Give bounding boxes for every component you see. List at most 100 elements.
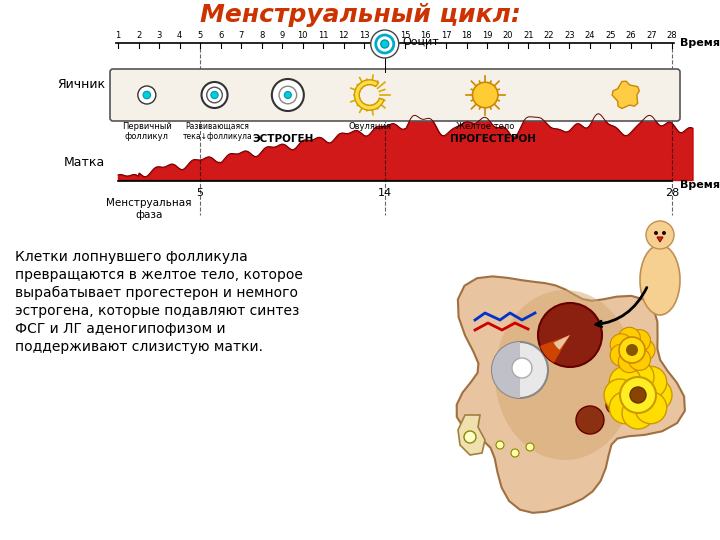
Polygon shape <box>612 81 639 109</box>
Text: поддерживают слизистую матки.: поддерживают слизистую матки. <box>15 340 263 354</box>
Text: 27: 27 <box>646 31 657 40</box>
Circle shape <box>629 329 650 352</box>
Circle shape <box>640 379 672 411</box>
Circle shape <box>526 443 534 451</box>
Text: 23: 23 <box>564 31 575 40</box>
Text: Клетки лопнувшего фолликула: Клетки лопнувшего фолликула <box>15 250 248 264</box>
Text: 22: 22 <box>544 31 554 40</box>
Circle shape <box>472 82 498 108</box>
Wedge shape <box>492 342 520 398</box>
Circle shape <box>633 339 655 361</box>
Text: 28: 28 <box>665 188 679 198</box>
Text: 20: 20 <box>503 31 513 40</box>
Circle shape <box>630 387 646 403</box>
Text: Время, дни: Время, дни <box>680 38 720 48</box>
Text: 4: 4 <box>177 31 182 40</box>
Text: Время, дни: Время, дни <box>680 180 720 190</box>
Text: Развивающаяся
тека↓фолликула: Развивающаяся тека↓фолликула <box>183 122 253 141</box>
Text: Овуляция: Овуляция <box>348 122 391 131</box>
Circle shape <box>626 344 638 356</box>
Text: ЭСТРОГЕН: ЭСТРОГЕН <box>252 134 313 144</box>
Circle shape <box>279 86 297 104</box>
Circle shape <box>622 397 654 429</box>
Text: 25: 25 <box>606 31 616 40</box>
Text: 2: 2 <box>136 31 141 40</box>
Circle shape <box>464 431 476 443</box>
Circle shape <box>609 366 642 399</box>
Text: 10: 10 <box>297 31 308 40</box>
Text: 1: 1 <box>115 31 121 40</box>
Circle shape <box>620 377 656 413</box>
Circle shape <box>618 350 640 373</box>
Circle shape <box>635 366 667 399</box>
Text: Матка: Матка <box>64 156 105 168</box>
Text: 21: 21 <box>523 31 534 40</box>
Text: 13: 13 <box>359 31 369 40</box>
Circle shape <box>654 231 658 235</box>
Circle shape <box>284 91 292 98</box>
Polygon shape <box>354 80 384 110</box>
Text: ФСГ и ЛГ аденогипофизом и: ФСГ и ЛГ аденогипофизом и <box>15 322 225 336</box>
Text: 11: 11 <box>318 31 328 40</box>
Circle shape <box>606 396 624 414</box>
Circle shape <box>538 303 602 367</box>
Text: превращаются в желтое тело, которое: превращаются в желтое тело, которое <box>15 268 303 282</box>
Wedge shape <box>554 335 570 350</box>
Text: 16: 16 <box>420 31 431 40</box>
Circle shape <box>635 392 667 424</box>
Circle shape <box>609 392 642 424</box>
Text: 15: 15 <box>400 31 410 40</box>
Circle shape <box>646 221 674 249</box>
Text: Менструальный цикл:: Менструальный цикл: <box>199 3 521 27</box>
Text: Яичник: Яичник <box>57 78 105 91</box>
Text: 3: 3 <box>156 31 162 40</box>
Circle shape <box>512 358 532 378</box>
Text: Ооцит: Ооцит <box>402 37 439 47</box>
Circle shape <box>381 40 389 48</box>
Text: 14: 14 <box>378 188 392 198</box>
Text: 24: 24 <box>585 31 595 40</box>
Text: 7: 7 <box>238 31 244 40</box>
Circle shape <box>610 344 632 366</box>
Circle shape <box>610 334 632 356</box>
Circle shape <box>492 342 548 398</box>
Circle shape <box>371 30 399 58</box>
Circle shape <box>211 91 218 99</box>
Text: 28: 28 <box>667 31 678 40</box>
Circle shape <box>619 337 645 363</box>
Ellipse shape <box>495 290 635 460</box>
Text: 12: 12 <box>338 31 349 40</box>
Circle shape <box>143 91 150 99</box>
Text: 9: 9 <box>279 31 285 40</box>
Text: 5: 5 <box>197 188 204 198</box>
Text: Менструальная
фаза: Менструальная фаза <box>106 198 192 220</box>
Text: 5: 5 <box>197 31 203 40</box>
Text: ПРОГЕСТЕРОН: ПРОГЕСТЕРОН <box>450 134 536 144</box>
Circle shape <box>138 86 156 104</box>
Circle shape <box>662 231 666 235</box>
Polygon shape <box>458 415 485 455</box>
Circle shape <box>618 373 632 387</box>
Circle shape <box>576 406 604 434</box>
Text: Первичный
фолликул: Первичный фолликул <box>122 122 171 141</box>
Circle shape <box>202 82 228 108</box>
Circle shape <box>622 361 654 393</box>
Ellipse shape <box>640 245 680 315</box>
Text: 6: 6 <box>218 31 223 40</box>
Text: Желтое тело: Желтое тело <box>456 122 514 131</box>
Circle shape <box>207 87 222 103</box>
Circle shape <box>511 449 519 457</box>
Text: 18: 18 <box>462 31 472 40</box>
Text: эстрогена, которые подавляют синтез: эстрогена, которые подавляют синтез <box>15 304 300 318</box>
Text: 26: 26 <box>626 31 636 40</box>
Text: 19: 19 <box>482 31 492 40</box>
Text: вырабатывает прогестерон и немного: вырабатывает прогестерон и немного <box>15 286 298 300</box>
Circle shape <box>272 79 304 111</box>
Circle shape <box>629 348 650 370</box>
Wedge shape <box>540 335 570 363</box>
FancyBboxPatch shape <box>110 69 680 121</box>
Text: 8: 8 <box>259 31 264 40</box>
Polygon shape <box>456 276 685 513</box>
Circle shape <box>618 327 640 349</box>
Text: 17: 17 <box>441 31 451 40</box>
